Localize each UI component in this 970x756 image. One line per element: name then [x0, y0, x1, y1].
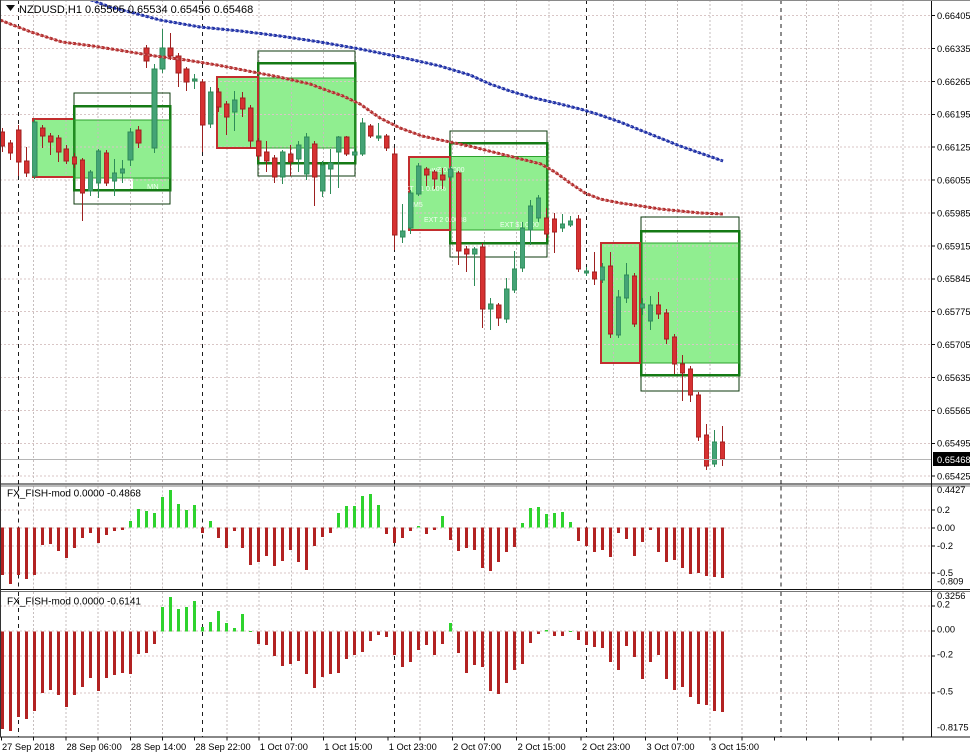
svg-text:1 Oct 15:00: 1 Oct 15:00: [324, 742, 372, 752]
svg-text:0.3256: 0.3256: [937, 591, 965, 601]
svg-text:≈wƵ 0.0000: ≈wƵ 0.0000: [428, 167, 465, 174]
svg-text:1 Oct 07:00: 1 Oct 07:00: [260, 742, 308, 752]
svg-text:0.65468: 0.65468: [937, 455, 970, 465]
svg-text:0.66055: 0.66055: [937, 176, 970, 186]
svg-text:0.65985: 0.65985: [937, 208, 970, 218]
svg-text:0.66405: 0.66405: [937, 11, 970, 21]
svg-text:0.2: 0.2: [937, 505, 950, 515]
svg-text:2 Oct 15:00: 2 Oct 15:00: [518, 742, 566, 752]
svg-text:-0.5: -0.5: [937, 568, 953, 578]
svg-text:-0.2: -0.2: [937, 541, 953, 551]
svg-text:0.66195: 0.66195: [937, 110, 970, 120]
svg-text:0.00: 0.00: [937, 624, 955, 634]
svg-text:0.65705: 0.65705: [937, 340, 970, 350]
svg-text:2 Oct 07:00: 2 Oct 07:00: [453, 742, 501, 752]
svg-text:28 Sep 14:00: 28 Sep 14:00: [131, 742, 186, 752]
svg-text:0.65775: 0.65775: [937, 307, 970, 317]
svg-text:MN: MN: [147, 182, 159, 191]
svg-text:27 Sep 2018: 27 Sep 2018: [2, 742, 55, 752]
svg-text:FX_FISH-mod 0.0000 -0.6141: FX_FISH-mod 0.0000 -0.6141: [7, 597, 141, 608]
svg-text:2 Oct 23:00: 2 Oct 23:00: [582, 742, 630, 752]
svg-text:EXT X1 0.00%: EXT X1 0.00%: [400, 186, 446, 193]
svg-text:-0.2: -0.2: [937, 649, 953, 659]
svg-text:0.65565: 0.65565: [937, 406, 970, 416]
svg-text:-0.5: -0.5: [937, 687, 953, 697]
svg-text:0.66125: 0.66125: [937, 143, 970, 153]
svg-text:-0.809: -0.809: [937, 577, 963, 587]
svg-text:28 Sep 06:00: 28 Sep 06:00: [66, 742, 121, 752]
svg-text:0.66335: 0.66335: [937, 44, 970, 54]
svg-text:NZDUSD,H1 0.65505 0.65534 0.6: NZDUSD,H1 0.65505 0.65534 0.65456 0.6546…: [19, 4, 253, 16]
svg-text:28 Sep 22:00: 28 Sep 22:00: [195, 742, 250, 752]
svg-text:3 Oct 07:00: 3 Oct 07:00: [647, 742, 695, 752]
svg-text:0.66265: 0.66265: [937, 77, 970, 87]
svg-text:0.4427: 0.4427: [937, 485, 965, 495]
svg-text:0.65635: 0.65635: [937, 373, 970, 383]
svg-text:1 Oct 23:00: 1 Oct 23:00: [389, 742, 437, 752]
svg-text:0.65845: 0.65845: [937, 274, 970, 284]
svg-text:M5: M5: [413, 202, 423, 209]
svg-text:-0.8175: -0.8175: [937, 722, 969, 732]
svg-text:0.65495: 0.65495: [937, 439, 970, 449]
svg-text:0.65915: 0.65915: [937, 241, 970, 251]
svg-text:0.65425: 0.65425: [937, 472, 970, 482]
svg-text:EXT $1 0.00: EXT $1 0.00: [500, 222, 539, 229]
svg-text:0.00: 0.00: [937, 523, 955, 533]
svg-text:3 Oct 15:00: 3 Oct 15:00: [711, 742, 759, 752]
svg-text:EXT 2 0.0088: EXT 2 0.0088: [424, 217, 467, 224]
svg-text:0.2: 0.2: [937, 599, 950, 609]
svg-text:FX_FISH-mod 0.0000 -0.4868: FX_FISH-mod 0.0000 -0.4868: [7, 489, 141, 500]
